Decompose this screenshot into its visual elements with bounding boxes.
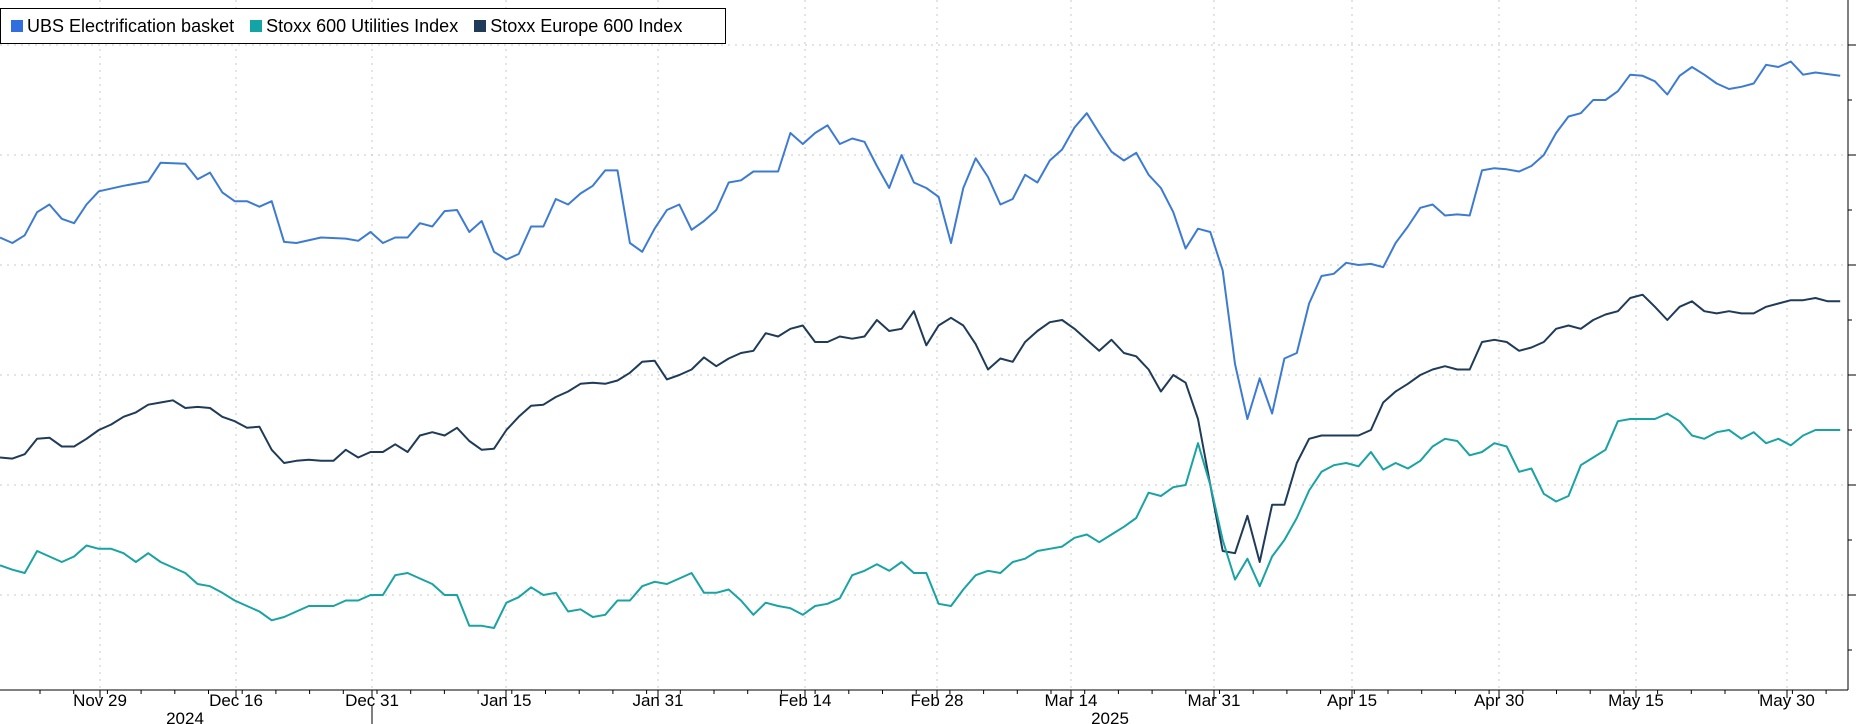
x-tick-label: Feb 28 xyxy=(911,691,964,710)
legend-item-stoxx600[interactable]: Stoxx Europe 600 Index xyxy=(474,16,682,37)
legend-swatch-ubs xyxy=(11,20,23,32)
x-tick-label: Mar 14 xyxy=(1045,691,1098,710)
legend: UBS Electrification basket Stoxx 600 Uti… xyxy=(0,8,726,44)
y-axis-ticks: 12.013.014.015.016.017.0 xyxy=(1848,44,1856,651)
x-tick-label: Jan 31 xyxy=(632,691,683,710)
x-tick-label: Feb 14 xyxy=(779,691,832,710)
ubs-electrification-line xyxy=(0,60,1841,420)
year-labels: 2024 2025 xyxy=(166,706,1129,724)
x-tick-label: May 15 xyxy=(1608,691,1664,710)
grid xyxy=(0,0,1848,690)
series-lines xyxy=(0,60,1841,629)
stoxx-utilities-line xyxy=(0,412,1841,629)
x-tick-label: Apr 30 xyxy=(1474,691,1524,710)
axes xyxy=(0,0,1849,691)
x-tick-label: Dec 31 xyxy=(345,691,399,710)
legend-label-stoxx600: Stoxx Europe 600 Index xyxy=(490,15,683,36)
legend-item-utilities[interactable]: Stoxx 600 Utilities Index xyxy=(250,16,458,37)
legend-label-utilities: Stoxx 600 Utilities Index xyxy=(266,15,459,36)
x-tick-label: Dec 16 xyxy=(209,691,263,710)
x-tick-label: Mar 31 xyxy=(1188,691,1241,710)
year-label: 2024 xyxy=(166,709,204,724)
x-tick-label: Nov 29 xyxy=(73,691,127,710)
legend-swatch-stoxx600 xyxy=(474,20,487,32)
legend-label-ubs: UBS Electrification basket xyxy=(27,15,235,36)
x-tick-label: Apr 15 xyxy=(1327,691,1377,710)
x-tick-label: May 30 xyxy=(1759,691,1815,710)
year-label: 2025 xyxy=(1091,709,1129,724)
x-tick-label: Jan 15 xyxy=(480,691,531,710)
stoxx-europe-600-line xyxy=(0,293,1841,563)
legend-swatch-utilities xyxy=(250,20,263,32)
x-axis-ticks: Nov 29 Dec 16 Dec 31 Jan 15 Jan 31 Feb 14 Feb … xyxy=(39,690,1827,710)
legend-item-ubs[interactable]: UBS Electrification basket xyxy=(11,16,234,37)
